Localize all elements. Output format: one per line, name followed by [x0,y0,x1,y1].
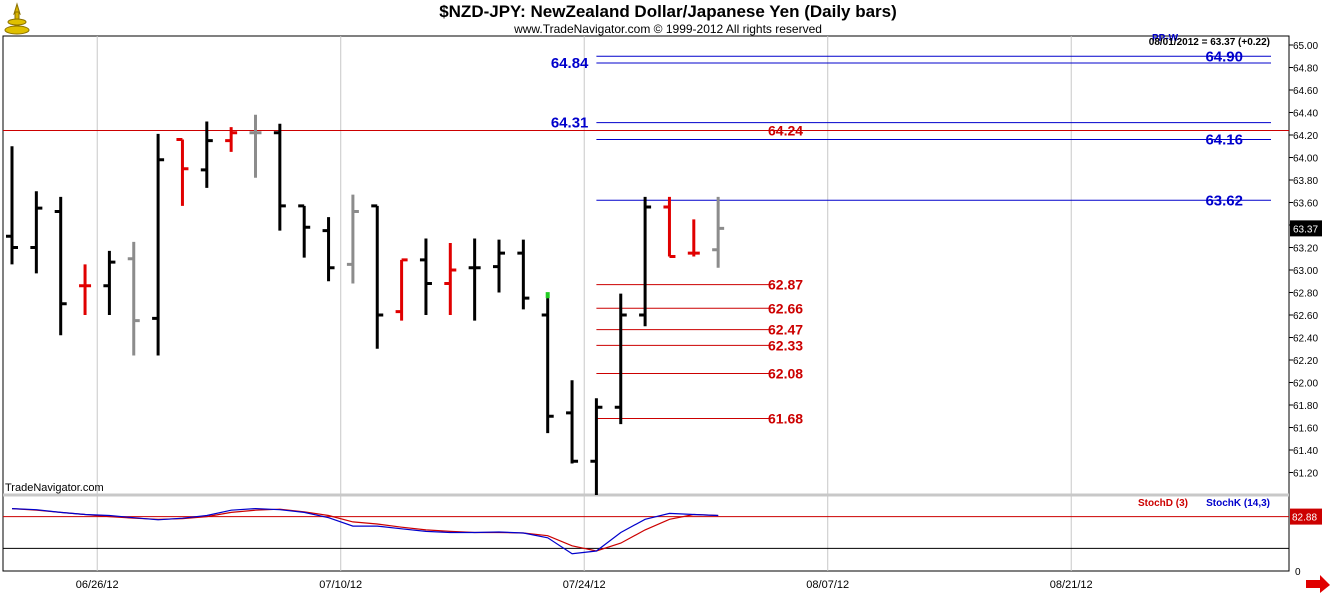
y-tick-label: 62.00 [1293,379,1318,390]
resistance-label: 64.84 [551,55,589,72]
support-label: 61.68 [768,411,803,427]
x-tick-label: 07/10/12 [319,579,362,591]
x-tick-label: 08/21/12 [1050,579,1093,591]
stoch-d-legend: StochD (3) [1138,498,1188,509]
y-tick-label: 64.20 [1293,131,1318,142]
chart-subtitle: www.TradeNavigator.com © 1999-2012 All r… [514,22,822,36]
y-tick-label: 63.00 [1293,266,1318,277]
support-label: 62.33 [768,337,803,353]
support-label: 64.24 [768,123,803,139]
last-price-label: 63.37 [1293,224,1318,235]
stoch-d-line [11,508,719,552]
scroll-right-arrow-icon [1306,575,1330,593]
stoch-k-legend: StochK (14,3) [1206,498,1270,509]
y-tick-label: 62.20 [1293,356,1318,367]
y-tick-label: 63.80 [1293,176,1318,187]
y-tick-label: 62.60 [1293,311,1318,322]
y-tick-label: 62.80 [1293,289,1318,300]
last-info: 08/01/2012 = 63.37 (+0.22) [1149,37,1270,48]
y-tick-label: 63.20 [1293,244,1318,255]
resistance-label: 64.90 [1205,48,1243,65]
watermark: TradeNavigator.com [5,482,104,494]
stoch-k-line [11,507,719,555]
plot-frame [2,35,1290,572]
stoch-value-box [1290,508,1322,525]
y-tick-label: 61.60 [1293,424,1318,435]
support-label: 62.87 [768,277,803,293]
logo-icon [4,2,30,35]
support-label: 62.66 [768,300,803,316]
y-tick-label: 61.20 [1293,469,1318,480]
pp-label: PP-W [1152,33,1179,44]
stoch-value-label: 82.88 [1292,513,1317,524]
y-tick-label: 65.00 [1293,41,1318,52]
resistance-label: 64.16 [1205,132,1243,149]
y-tick-label: 64.80 [1293,64,1318,75]
y-tick-label: 64.00 [1293,154,1318,165]
resistance-label: 63.62 [1205,192,1243,209]
resistance-label: 64.31 [551,115,589,132]
y-tick-label: 64.40 [1293,109,1318,120]
y-tick-label: 61.40 [1293,446,1318,457]
signal-marker [545,292,550,299]
y-tick-label: 62.40 [1293,334,1318,345]
support-label: 62.47 [768,322,803,338]
x-tick-label: 06/26/12 [76,579,119,591]
x-tick-label: 07/24/12 [563,579,606,591]
y-tick-label: 61.80 [1293,401,1318,412]
stoch-zero-label: 0 [1295,567,1301,578]
trade-navigator-logo [2,2,32,36]
y-tick-label: 63.60 [1293,199,1318,210]
y-tick-label: 64.60 [1293,86,1318,97]
last-price-box [1290,220,1322,237]
support-label: 62.08 [768,366,803,382]
x-tick-label: 08/07/12 [806,579,849,591]
chart-title: $NZD-JPY: NewZealand Dollar/Japanese Yen… [439,2,897,21]
